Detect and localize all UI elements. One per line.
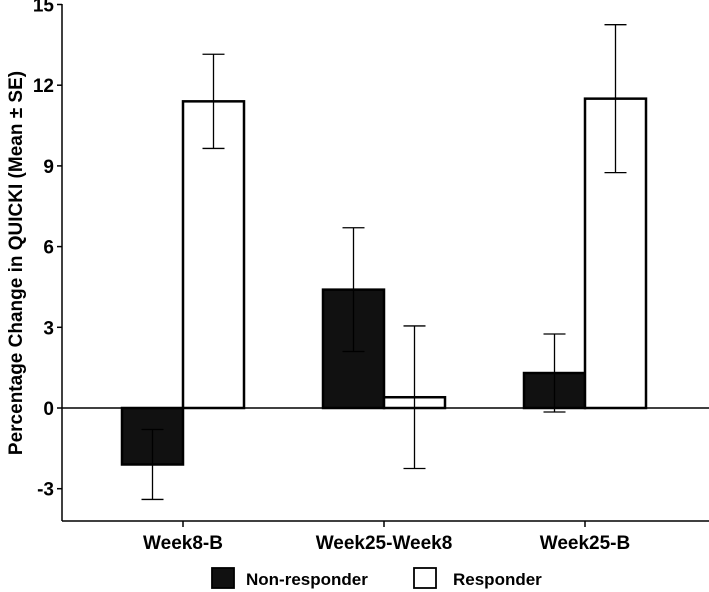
legend-swatch-responder — [413, 567, 437, 589]
legend-label-non-responder: Non-responder — [246, 570, 368, 589]
y-tick-label: 3 — [43, 318, 54, 339]
y-tick-label: 0 — [43, 399, 54, 420]
y-tick-label: 9 — [43, 157, 54, 178]
bar-responder — [181, 100, 246, 410]
y-tick-label: 6 — [43, 238, 54, 259]
legend: Non-responder Responder — [211, 567, 542, 589]
y-tick-label: -3 — [37, 480, 54, 501]
bar-responder — [583, 97, 648, 410]
legend-label-responder: Responder — [453, 570, 542, 589]
category-label: Week25-Week8 — [316, 533, 453, 554]
category-label: Week25-B — [540, 533, 630, 554]
category-label: Week8-B — [143, 533, 223, 554]
error-bars — [141, 24, 627, 501]
bars — [120, 97, 648, 466]
y-tick-label: 15 — [33, 0, 55, 17]
y-ticks: -3 0 3 6 9 12 15 — [33, 0, 62, 501]
category-labels: Week8-B Week25-Week8 Week25-B — [143, 521, 630, 554]
legend-swatch-non-responder — [211, 567, 235, 589]
y-axis-title: Percentage Change in QUICKI (Mean ± SE) — [6, 71, 27, 455]
y-tick-label: 12 — [33, 76, 54, 97]
